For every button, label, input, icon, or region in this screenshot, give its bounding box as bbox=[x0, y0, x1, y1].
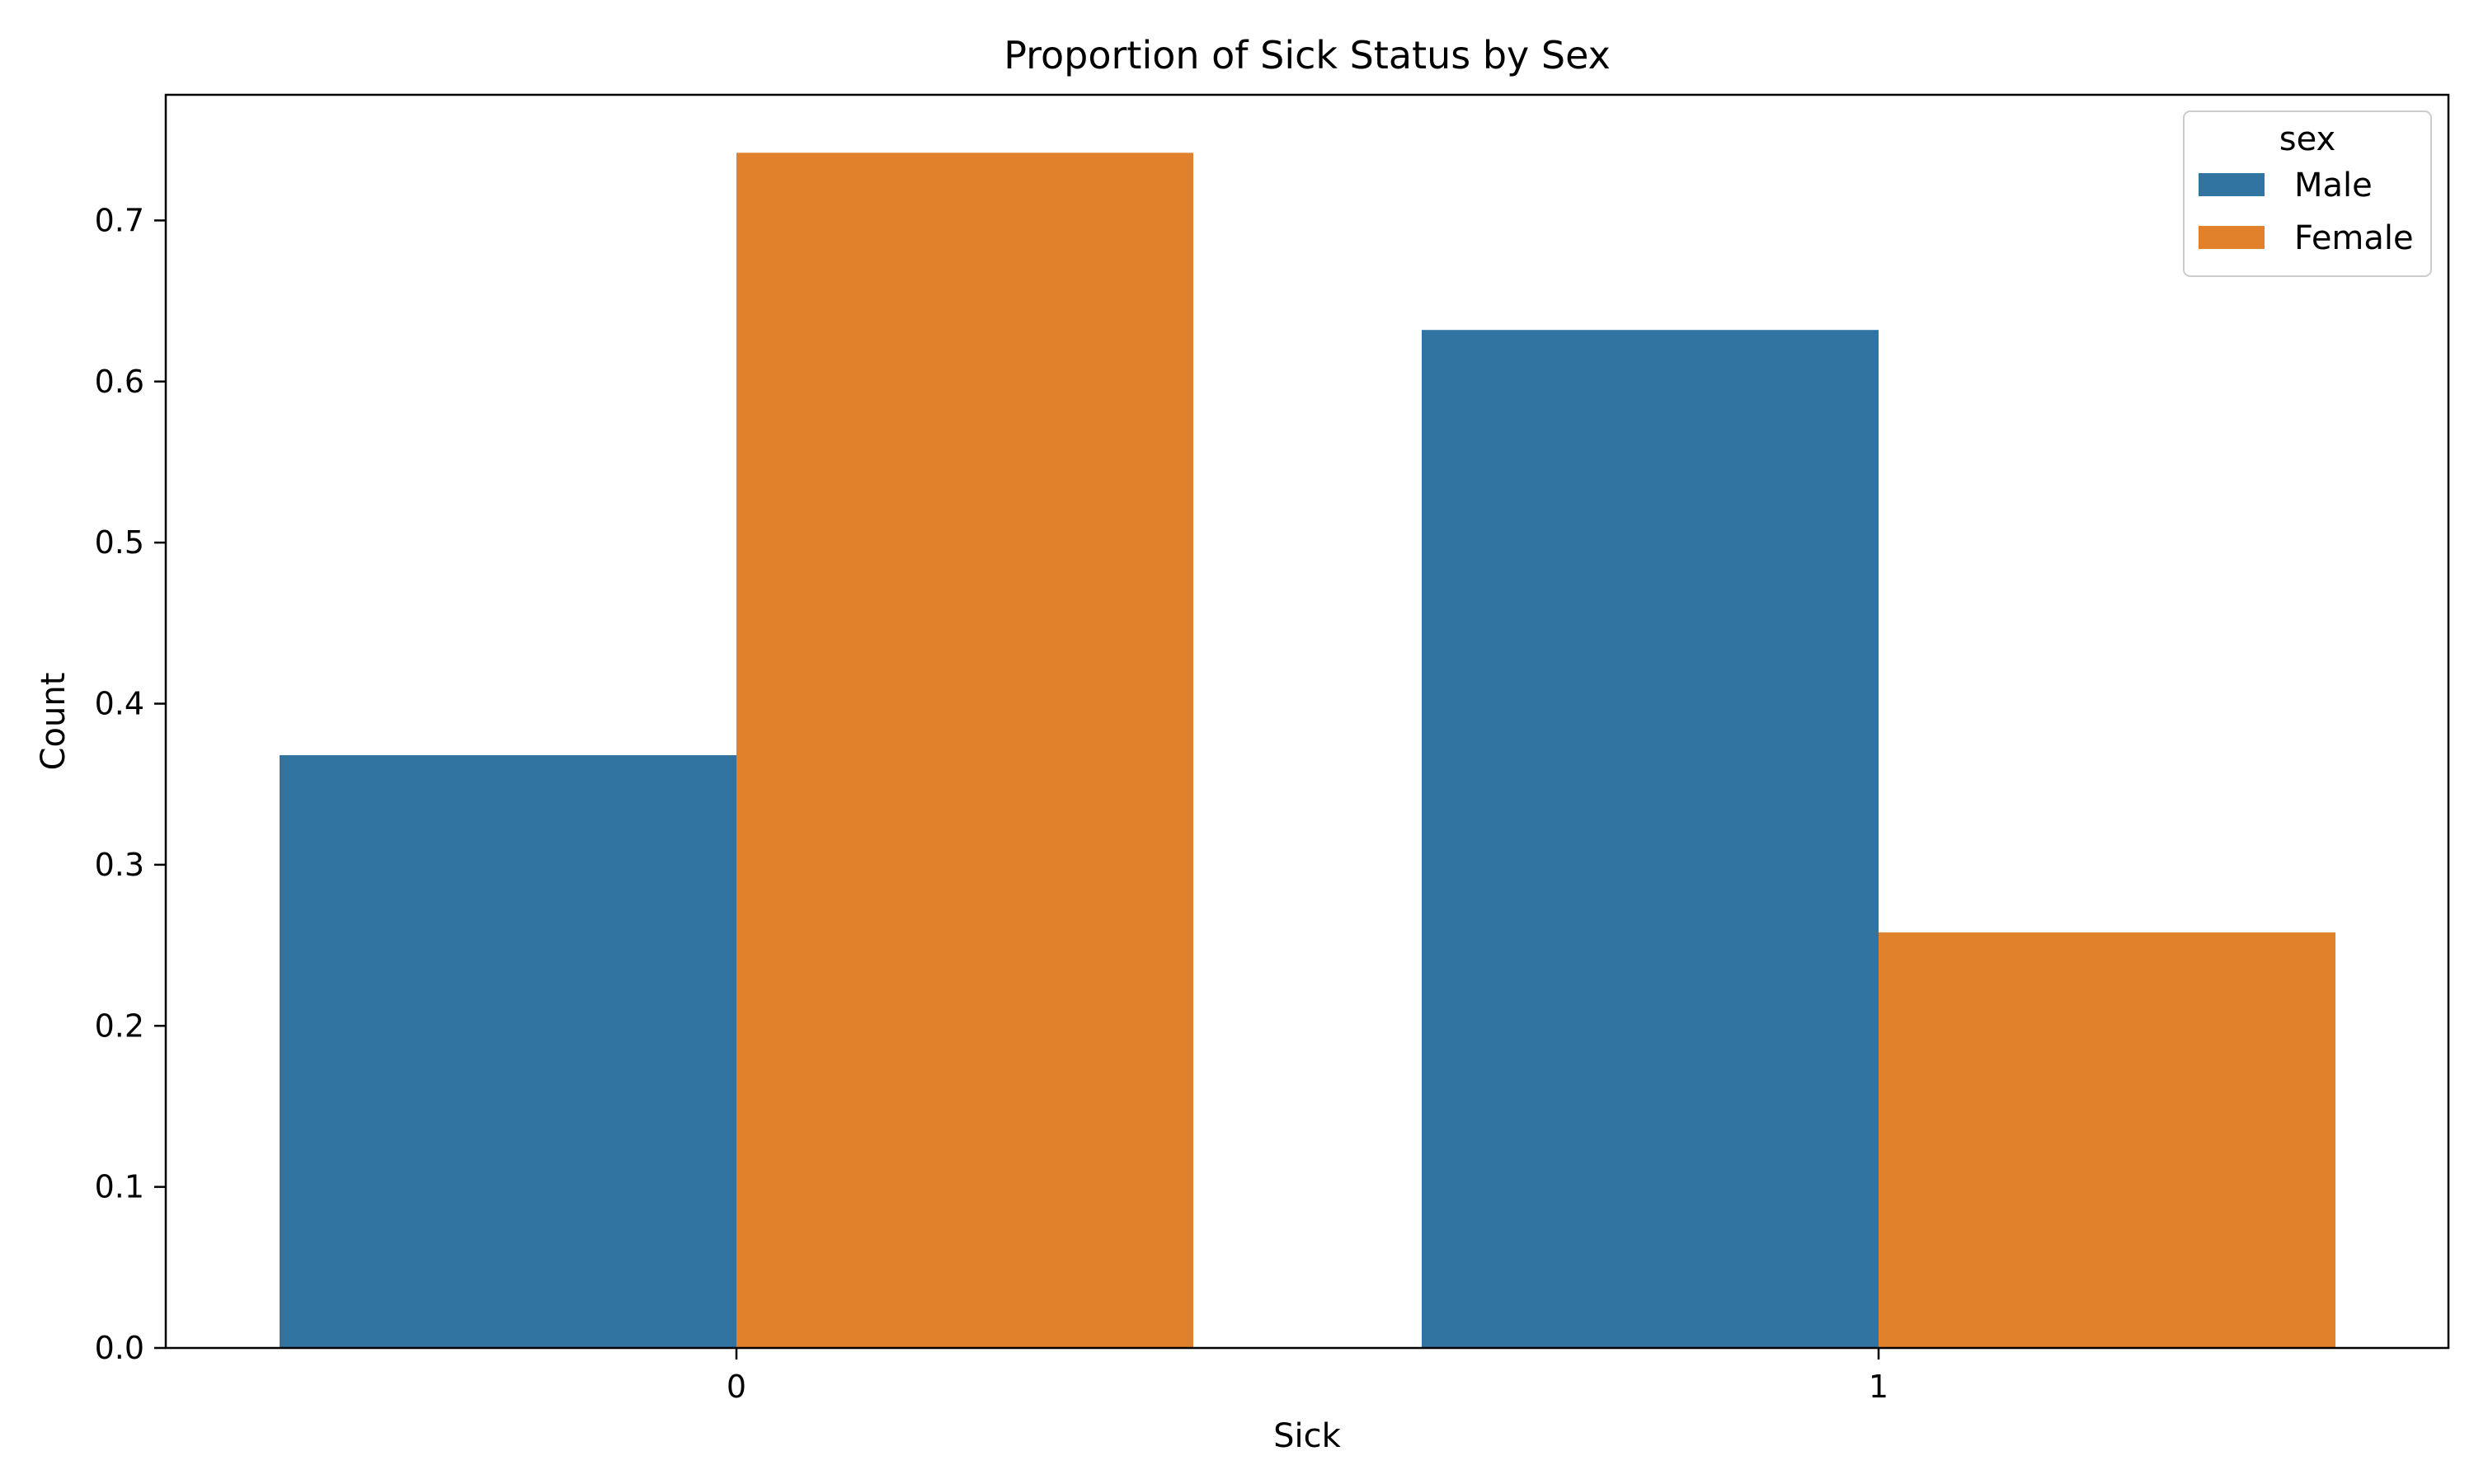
legend-swatch-female bbox=[2199, 226, 2265, 249]
bar-male-1 bbox=[1422, 330, 1879, 1349]
plot-frame bbox=[164, 93, 2450, 1350]
y-tick-label: 0.5 bbox=[95, 524, 144, 561]
legend-label-female: Female bbox=[2294, 219, 2414, 257]
bar-male-0 bbox=[280, 755, 736, 1348]
y-tick-label: 0.1 bbox=[95, 1169, 144, 1205]
y-tick-label: 0.2 bbox=[95, 1007, 144, 1044]
y-tick-label: 0.4 bbox=[95, 686, 144, 722]
legend-label-male: Male bbox=[2294, 167, 2373, 204]
chart-title: Proportion of Sick Status by Sex bbox=[1004, 33, 1611, 77]
y-tick-label: 0.0 bbox=[95, 1330, 144, 1366]
x-tick-label: 1 bbox=[1869, 1369, 1888, 1405]
legend-title: sex bbox=[2279, 120, 2335, 158]
bars-layer bbox=[280, 153, 2335, 1349]
bar-female-1 bbox=[1879, 932, 2335, 1348]
y-tick-label: 0.3 bbox=[95, 847, 144, 883]
bar-female-0 bbox=[736, 153, 1193, 1348]
y-axis-label: Count bbox=[35, 673, 73, 771]
legend-swatch-male bbox=[2199, 173, 2265, 196]
y-axis: 0.0 0.1 0.2 0.3 0.4 0.5 0.6 0.7 bbox=[95, 202, 166, 1366]
y-tick-label: 0.6 bbox=[95, 364, 144, 400]
y-tick-label: 0.7 bbox=[95, 202, 144, 238]
x-axis-label: Sick bbox=[1273, 1417, 1341, 1455]
x-tick-label: 0 bbox=[727, 1369, 746, 1405]
legend: sex Male Female bbox=[2183, 110, 2432, 277]
